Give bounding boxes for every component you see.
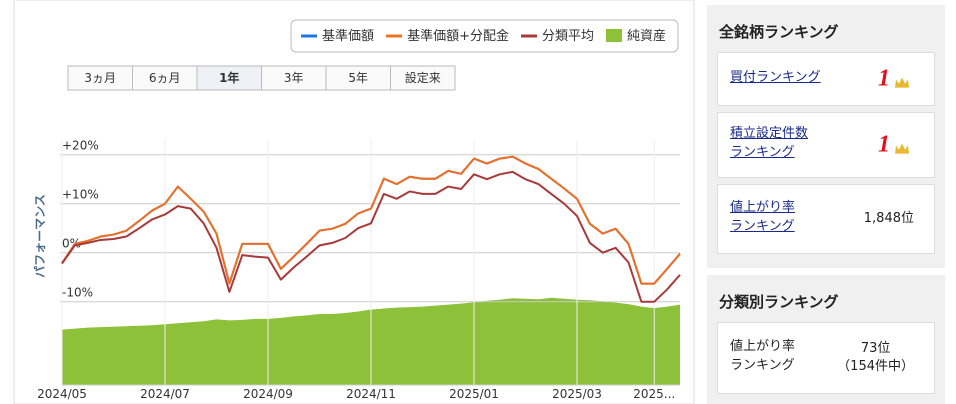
ranking-item: 値上がり率ランキング 73位 （154件中）: [717, 322, 935, 394]
ranking-item: 買付ランキング 1: [717, 52, 935, 106]
x-tick-label: 2025...: [633, 387, 675, 401]
crown-icon: [895, 143, 909, 154]
link-line: 積立設定件数: [730, 126, 809, 141]
legend-label[interactable]: 基準価額+分配金: [407, 28, 509, 44]
rank: 1: [878, 65, 890, 92]
chart: パフォーマンス 3ヵ月 6ヵ月 1年 3年 5年 設定来 +20% +10% 0% -10% 202…: [13, 0, 695, 404]
x-tick-label: 2024/05: [37, 387, 87, 401]
period-tab[interactable]: [132, 65, 198, 91]
legend-label[interactable]: 分類平均: [542, 29, 594, 44]
ranking-link[interactable]: 積立設定件数 ランキング: [730, 126, 808, 160]
x-tick-label: 2025/03: [552, 387, 602, 401]
period-tab-label: 3年: [284, 71, 304, 85]
all-ranking-panel: 全銘柄ランキング 買付ランキング 1 積立設定件数 ランキング 1 値上がり率ラン…: [707, 5, 945, 268]
x-tick-label: 2024/11: [346, 387, 396, 401]
legend-box: [290, 19, 679, 53]
item-line: 値上がり率: [730, 339, 796, 354]
value-line: 73位: [860, 341, 891, 356]
value-line: （154件中）: [837, 359, 914, 374]
x-tick-label: 2024/09: [243, 387, 293, 401]
link-line: 値上がり率: [730, 200, 796, 215]
period-tab[interactable]: [390, 65, 456, 91]
period-tab-label: 6ヵ月: [149, 71, 181, 85]
legend-label[interactable]: 純資産: [627, 28, 666, 44]
item-line: ランキング: [730, 358, 795, 373]
y-tick-label: -10%: [62, 286, 93, 300]
ranking-item: 積立設定件数 ランキング 1: [717, 112, 935, 178]
ranking-link[interactable]: 買付ランキング: [730, 70, 821, 85]
legend: 基準価額 基準価額+分配金 分類平均 純資産: [290, 19, 679, 53]
series-line: [61, 170, 681, 303]
y-tick-label: +20%: [62, 139, 99, 153]
panel-title: 分類別ランキング: [719, 293, 839, 311]
period-tab[interactable]: [67, 65, 133, 91]
y-axis-label: パフォーマンス: [33, 194, 47, 278]
period-tab-label: 1年: [219, 70, 239, 85]
period-tab[interactable]: [196, 65, 262, 91]
series-line: [61, 155, 681, 285]
rank-value: 73位 （154件中）: [837, 340, 914, 376]
legend-label[interactable]: 基準価額: [322, 28, 374, 44]
link-line: ランキング: [730, 145, 795, 160]
legend-swatch: [605, 29, 622, 42]
period-tab-label: 3ヵ月: [84, 71, 116, 85]
x-tick-label: 2025/01: [449, 387, 499, 401]
crown-icon: [895, 77, 909, 88]
panel-title: 全銘柄ランキング: [719, 23, 839, 41]
period-tab-label: 設定来: [405, 70, 441, 85]
ranking-link[interactable]: 値上がり率ランキング: [730, 200, 795, 234]
y-tick-label: 0%: [62, 237, 81, 251]
rank-value: 1,848位: [863, 211, 914, 226]
period-tab-label: 5年: [348, 71, 368, 85]
rank: 1: [878, 131, 890, 158]
ranking-item: 値上がり率ランキング 1,848位: [717, 184, 935, 254]
x-tick-label: 2024/07: [140, 387, 190, 401]
y-tick-label: +10%: [62, 188, 99, 202]
link-line: ランキング: [730, 219, 795, 234]
category-ranking-panel: 分類別ランキング 値上がり率ランキング 73位 （154件中）: [707, 275, 945, 404]
